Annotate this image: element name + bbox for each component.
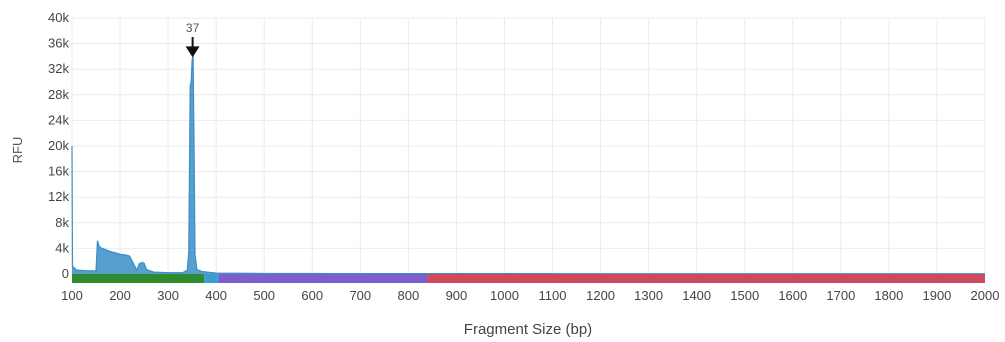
ladder-band	[72, 274, 205, 283]
x-tick-label: 900	[446, 288, 468, 303]
y-tick-label: 32k	[48, 61, 69, 76]
x-axis-ticks: 100 200 300 400 500 600 700 800 900 1000 1100 1200 1…	[61, 288, 999, 303]
series-line	[71, 56, 986, 275]
x-tick-label: 1900	[922, 288, 951, 303]
peak-label: 37	[186, 21, 200, 35]
y-tick-label: 0	[62, 266, 69, 281]
y-tick-label: 12k	[48, 189, 69, 204]
x-tick-label: 300	[157, 288, 179, 303]
x-tick-label: 1500	[730, 288, 759, 303]
y-axis-ticks: 0 4k 8k 12k 16k 20k 24k 28k 32k 36k 40k	[48, 10, 69, 281]
peak-arrow-icon	[185, 46, 200, 58]
y-tick-label: 4k	[55, 240, 69, 255]
x-tick-label: 1200	[586, 288, 615, 303]
x-tick-label: 1800	[874, 288, 903, 303]
y-tick-label: 24k	[48, 112, 69, 127]
x-tick-label: 400	[205, 288, 227, 303]
ladder-band	[218, 274, 428, 283]
series-layer	[71, 56, 986, 275]
y-axis-label: RFU	[10, 137, 25, 164]
y-tick-label: 28k	[48, 87, 69, 102]
y-tick-label: 40k	[48, 10, 69, 25]
annotations: 37	[185, 21, 200, 58]
series-area	[72, 56, 985, 275]
x-tick-label: 600	[301, 288, 323, 303]
x-tick-label: 1000	[490, 288, 519, 303]
x-tick-label: 1700	[826, 288, 855, 303]
ladder-band	[427, 274, 985, 283]
x-tick-label: 200	[109, 288, 131, 303]
y-tick-label: 20k	[48, 138, 69, 153]
y-tick-label: 16k	[48, 164, 69, 179]
x-axis-label: Fragment Size (bp)	[464, 321, 592, 338]
x-tick-label: 1600	[778, 288, 807, 303]
y-tick-label: 36k	[48, 36, 69, 51]
x-tick-label: 1100	[539, 288, 567, 303]
x-tick-label: 800	[398, 288, 420, 303]
x-tick-label: 1400	[682, 288, 711, 303]
x-tick-label: 2000	[971, 288, 1000, 303]
x-tick-label: 100	[61, 288, 83, 303]
x-tick-label: 500	[253, 288, 275, 303]
ladder-band	[204, 274, 219, 283]
y-tick-label: 8k	[55, 215, 69, 230]
grid-lines	[71, 17, 986, 275]
x-tick-label: 1300	[634, 288, 663, 303]
x-tick-label: 700	[349, 288, 371, 303]
ladder-bands	[72, 274, 985, 283]
